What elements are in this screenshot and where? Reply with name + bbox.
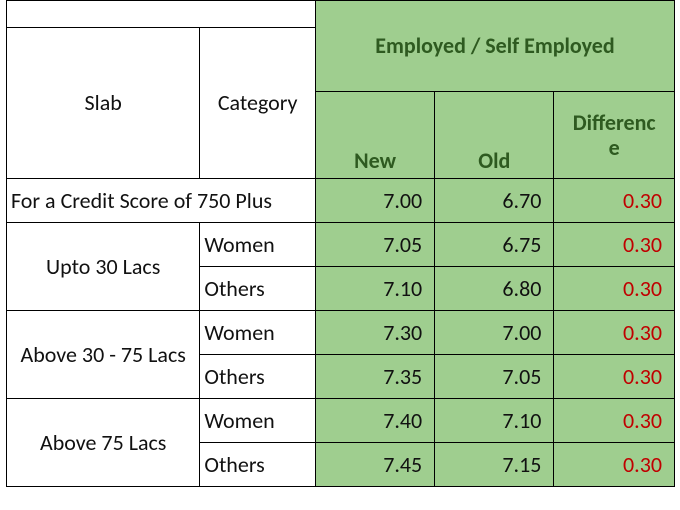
cell-old: 7.05 (435, 355, 554, 399)
cell-new: 7.40 (315, 399, 434, 443)
blank-top-cell (7, 1, 316, 28)
table-row: For a Credit Score of 750 Plus 7.00 6.70… (7, 179, 675, 223)
cell-old: 6.75 (435, 223, 554, 267)
header-diff-line2: e (555, 135, 673, 160)
table-row: Above 75 Lacs Women 7.40 7.10 0.30 (7, 399, 675, 443)
header-diff-line1: Differenc (555, 110, 673, 135)
cell-new: 7.45 (315, 443, 434, 487)
cell-old: 7.15 (435, 443, 554, 487)
cell-new: 7.05 (315, 223, 434, 267)
table-row: Above 30 - 75 Lacs Women 7.30 7.00 0.30 (7, 311, 675, 355)
cell-diff: 0.30 (554, 223, 675, 267)
group-header: Employed / Self Employed (315, 1, 674, 92)
cell-diff: 0.30 (554, 179, 675, 223)
table-row: Upto 30 Lacs Women 7.05 6.75 0.30 (7, 223, 675, 267)
cell-diff: 0.30 (554, 267, 675, 311)
category-cell: Women (200, 399, 316, 443)
cell-diff: 0.30 (554, 399, 675, 443)
cell-diff: 0.30 (554, 355, 675, 399)
cell-new: 7.35 (315, 355, 434, 399)
cell-new: 7.10 (315, 267, 434, 311)
header-category: Category (200, 28, 316, 179)
cell-old: 6.80 (435, 267, 554, 311)
header-new: New (315, 92, 434, 179)
category-cell: Women (200, 311, 316, 355)
cell-new: 7.30 (315, 311, 434, 355)
slab-label: Above 30 - 75 Lacs (7, 311, 200, 399)
slab-label: Upto 30 Lacs (7, 223, 200, 311)
header-diff: Differenc e (554, 92, 675, 179)
cell-old: 7.00 (435, 311, 554, 355)
category-cell: Others (200, 443, 316, 487)
cell-diff: 0.30 (554, 443, 675, 487)
rate-table: Employed / Self Employed Slab Category N… (6, 0, 675, 487)
header-slab: Slab (7, 28, 200, 179)
category-cell: Others (200, 355, 316, 399)
cell-old: 6.70 (435, 179, 554, 223)
cell-diff: 0.30 (554, 311, 675, 355)
cell-old: 7.10 (435, 399, 554, 443)
category-cell: Others (200, 267, 316, 311)
slab-label: Above 75 Lacs (7, 399, 200, 487)
credit-score-label: For a Credit Score of 750 Plus (7, 179, 316, 223)
category-cell: Women (200, 223, 316, 267)
header-old: Old (435, 92, 554, 179)
cell-new: 7.00 (315, 179, 434, 223)
